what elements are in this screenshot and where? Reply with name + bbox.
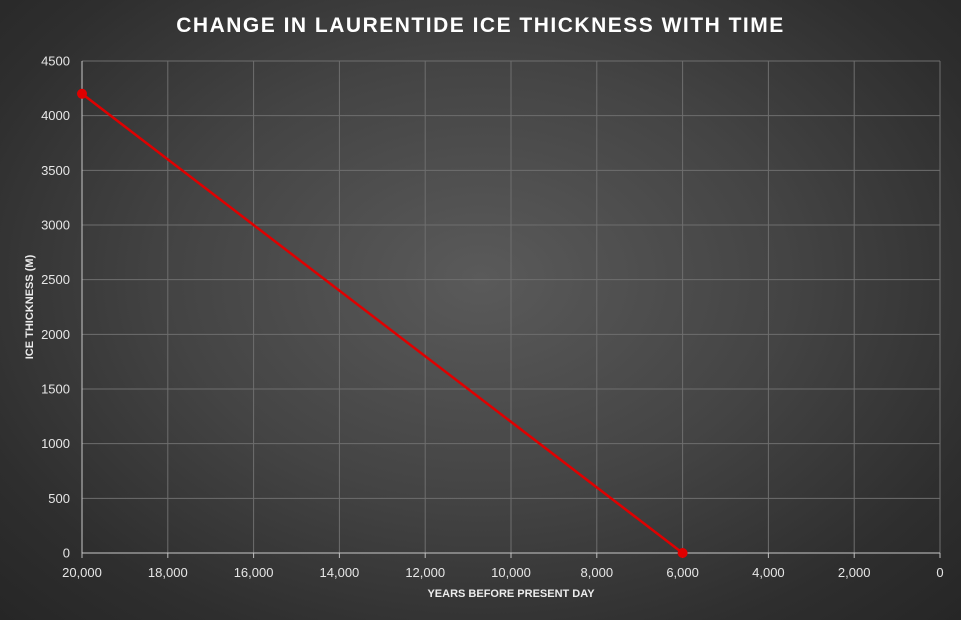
y-tick-label: 3500 [41, 163, 70, 178]
x-axis-title: YEARS BEFORE PRESENT DAY [427, 588, 595, 600]
y-tick-label: 2500 [41, 272, 70, 287]
y-tick-label: 4000 [41, 108, 70, 123]
x-tick-label: 10,000 [491, 565, 531, 580]
y-tick-labels: 0 500 1000 1500 2000 2500 3000 3500 4000 4500 [41, 54, 70, 561]
y-tick-label: 4500 [41, 54, 70, 69]
x-tick-label: 4,000 [752, 565, 785, 580]
data-point [677, 548, 688, 558]
x-tick-label: 2,000 [838, 565, 871, 580]
y-tick-label: 3000 [41, 218, 70, 233]
y-tick-label: 500 [48, 491, 70, 506]
chart-title: CHANGE IN LAURENTIDE ICE THICKNESS WITH … [176, 14, 785, 37]
x-tick-label: 8,000 [581, 565, 614, 580]
series-line [81, 92, 684, 554]
axis-layer [81, 61, 941, 558]
x-tick-label: 20,000 [62, 565, 102, 580]
x-tick-labels: 20,000 18,000 16,000 14,000 12,000 10,000 8,00… [62, 565, 944, 580]
x-tick-label: 0 [936, 565, 943, 580]
series-layer [77, 88, 688, 558]
y-axis-title: ICE THICKNESS (M) [24, 254, 36, 359]
grid-layer [82, 60, 941, 553]
x-tick-label: 16,000 [234, 565, 274, 580]
y-tick-label: 1500 [41, 382, 70, 397]
x-tick-label: 14,000 [320, 565, 360, 580]
y-tick-label: 0 [63, 546, 70, 561]
y-tick-label: 1000 [41, 436, 70, 451]
data-point [77, 88, 87, 99]
x-tick-label: 12,000 [405, 565, 445, 580]
x-tick-label: 18,000 [148, 565, 188, 580]
x-tick-label: 6,000 [666, 565, 699, 580]
y-tick-label: 2000 [41, 327, 70, 342]
